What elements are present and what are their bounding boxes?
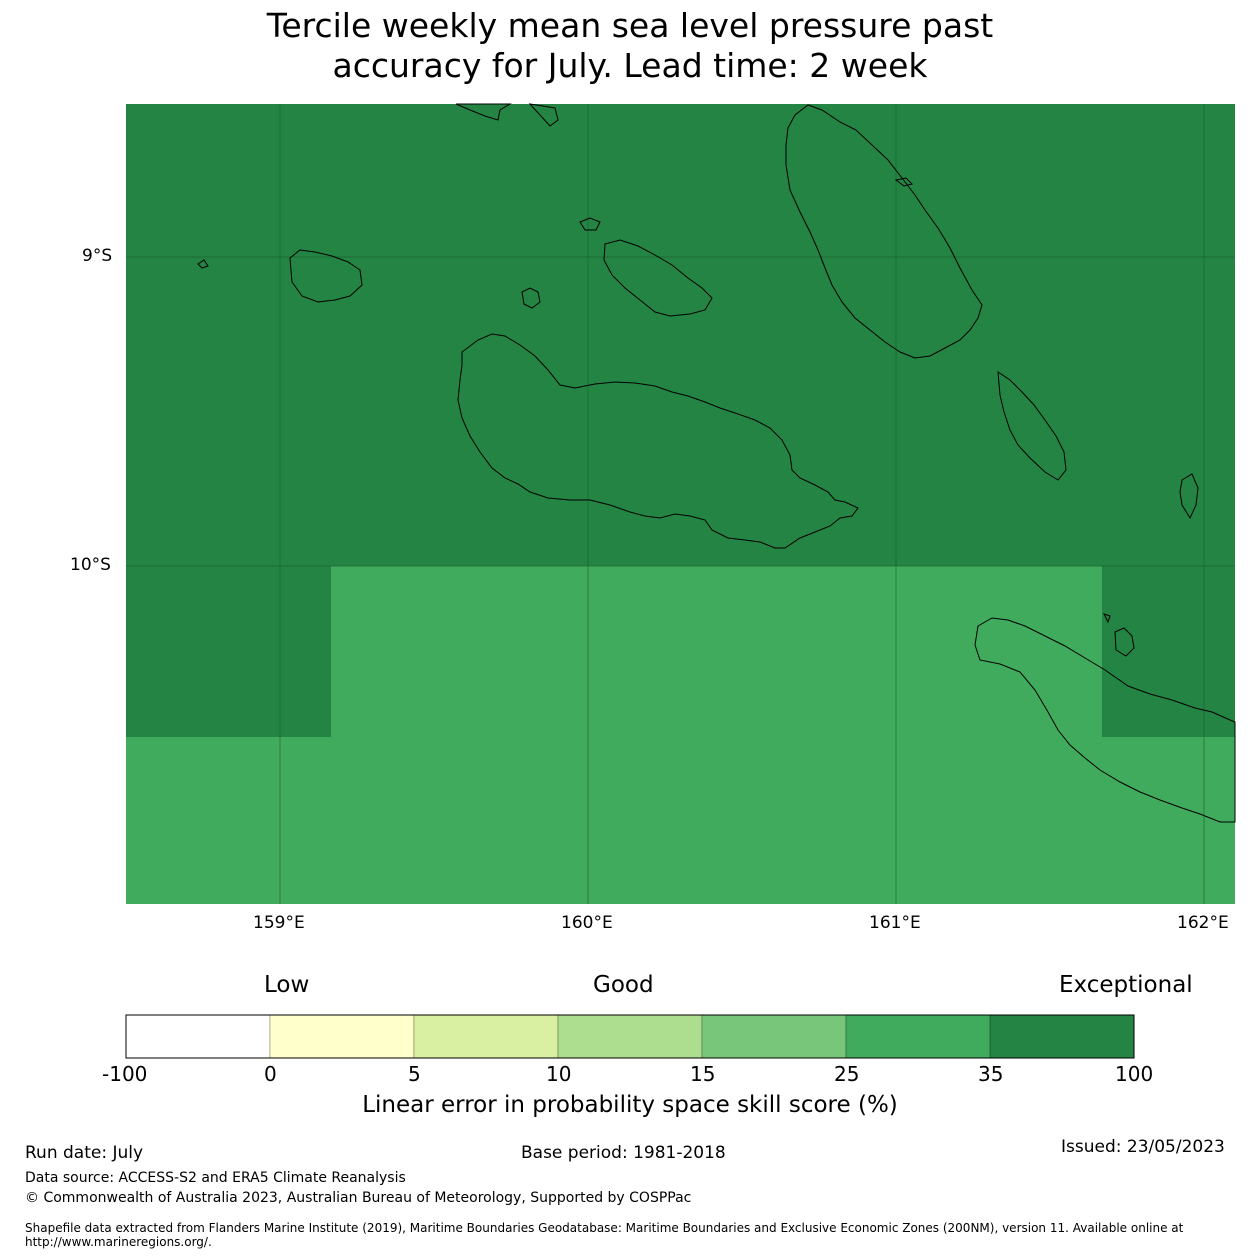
lon-label-162e: 162°E (1177, 913, 1229, 933)
map-title: Tercile weekly mean sea level pressure p… (0, 6, 1260, 86)
island-islet-a (579, 217, 601, 231)
lat-label-9s: 9°S (82, 246, 113, 266)
title-line-1: Tercile weekly mean sea level pressure p… (266, 6, 994, 45)
island-islet-d (1103, 613, 1111, 624)
title-line-2: accuracy for July. Lead time: 2 week (332, 46, 928, 85)
island-ugi (1179, 473, 1199, 520)
base-period: Base period: 1981-2018 (521, 1143, 726, 1163)
island-florida (603, 239, 713, 317)
cb-tick-1: 0 (264, 1062, 277, 1086)
cell-25-35-south (126, 737, 1235, 904)
lon-label-161e: 161°E (869, 913, 921, 933)
lon-label-159e: 159°E (253, 913, 305, 933)
category-good: Good (593, 972, 654, 998)
cell-exceptional-west (126, 566, 331, 737)
gridlines (126, 104, 1235, 904)
copyright: © Commonwealth of Australia 2023, Austra… (25, 1190, 692, 1206)
cb-tick-3: 10 (546, 1062, 572, 1086)
shapefile-credit: Shapefile data extracted from Flanders M… (25, 1221, 1184, 1249)
category-exceptional: Exceptional (1059, 972, 1193, 998)
cb-tick-0: -100 (102, 1062, 148, 1086)
cb-tick-2: 5 (408, 1062, 421, 1086)
island-malaita (785, 104, 983, 359)
cb-tick-6: 35 (978, 1062, 1004, 1086)
cell-25-35-central (331, 566, 1102, 737)
island-north-fragment-2 (528, 103, 559, 127)
cell-exceptional-east (1102, 566, 1235, 737)
cb-tick-4: 15 (690, 1062, 716, 1086)
island-islet-b (197, 259, 209, 269)
run-date: Run date: July (25, 1143, 144, 1163)
cb-tick-7: 100 (1115, 1062, 1154, 1086)
island-ulawa (1114, 627, 1135, 657)
lon-label-160e: 160°E (561, 913, 613, 933)
issued-date: Issued: 23/05/2023 (1061, 1137, 1225, 1157)
island-islet-c (894, 177, 913, 187)
data-source: Data source: ACCESS-S2 and ERA5 Climate … (25, 1170, 406, 1186)
island-north-fragment (455, 103, 512, 121)
category-low: Low (264, 972, 310, 998)
lat-label-10s: 10°S (70, 555, 111, 575)
island-small-malaita (997, 371, 1067, 481)
cell-exceptional-north (126, 104, 1235, 566)
cb-tick-5: 25 (834, 1062, 860, 1086)
coastlines (197, 103, 1236, 823)
colorbar-label: Linear error in probability space skill … (362, 1092, 898, 1118)
island-russell (289, 249, 363, 303)
island-savo (521, 287, 541, 309)
island-guadalcanal (457, 333, 859, 549)
island-makira (974, 617, 1236, 823)
